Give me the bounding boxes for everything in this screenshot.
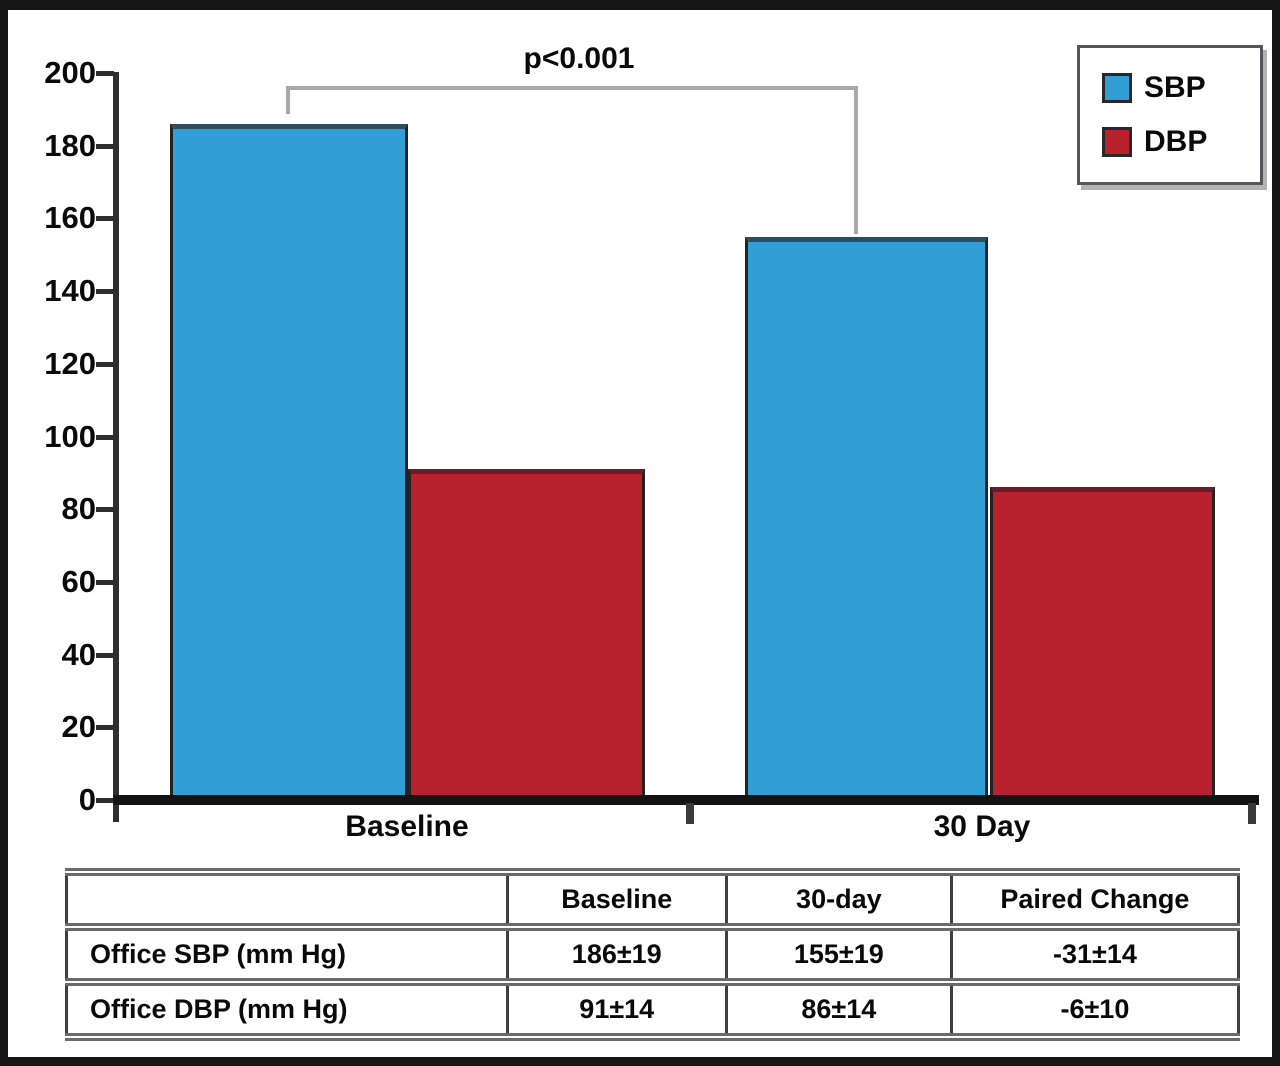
bar-sbp-30day <box>745 236 988 800</box>
table-value-cell: 91±14 <box>505 978 728 1041</box>
y-axis-tick-label: 140 <box>44 273 96 309</box>
x-axis-line <box>113 795 1259 805</box>
y-axis-tick-label: 60 <box>61 563 96 599</box>
category-label-30day: 30 Day <box>933 810 1031 843</box>
significance-bracket-left-leg <box>286 86 290 114</box>
y-axis-line <box>113 72 119 822</box>
y-axis-tick <box>96 579 114 585</box>
table-header-cell: Baseline <box>505 868 728 931</box>
y-axis-tick <box>96 361 114 367</box>
y-axis-tick <box>96 507 114 513</box>
table-row: Office SBP (mm Hg) 186±19 155±19 -31±14 <box>65 923 1241 986</box>
p-value-label: p<0.001 <box>523 42 635 75</box>
table-value-cell: 86±14 <box>724 978 953 1041</box>
legend: SBP DBP <box>1077 45 1263 185</box>
y-axis-tick <box>96 652 114 658</box>
bar-sbp-baseline <box>170 123 408 800</box>
legend-item-dbp: DBP <box>1102 125 1260 159</box>
table-value-cell: 186±19 <box>505 923 728 986</box>
bar-dbp-baseline <box>408 469 645 800</box>
y-axis-tick <box>96 71 114 76</box>
y-axis-tick <box>96 798 114 803</box>
y-axis-tick <box>96 725 114 731</box>
table-value-cell: -31±14 <box>949 923 1241 986</box>
table-value-cell: -6±10 <box>949 978 1241 1041</box>
y-axis-tick-label: 120 <box>44 345 96 381</box>
y-axis-tick-label: 20 <box>61 709 96 745</box>
summary-table-head: Baseline 30-day Paired Change <box>65 868 1241 931</box>
table-header-cell: Paired Change <box>949 868 1241 931</box>
y-axis-tick-label: 80 <box>61 491 96 527</box>
bar-dbp-30day <box>990 487 1215 800</box>
y-axis-tick <box>96 434 114 440</box>
legend-item-sbp: SBP <box>1102 70 1260 104</box>
y-axis-tick-label: 160 <box>44 200 96 236</box>
legend-label-dbp: DBP <box>1144 125 1208 159</box>
table-row-label: Office DBP (mm Hg) <box>65 978 509 1041</box>
y-axis-tick-label: 200 <box>44 55 96 90</box>
y-axis-tick-label: 40 <box>61 636 96 672</box>
summary-table-body: Office SBP (mm Hg) 186±19 155±19 -31±14 Offi… <box>65 923 1241 1041</box>
table-row-label: Office SBP (mm Hg) <box>65 923 509 986</box>
category-label-baseline: Baseline <box>345 810 469 843</box>
sbp-swatch-icon <box>1102 72 1132 103</box>
table-header-cell <box>65 868 509 931</box>
y-axis-tick-label: 100 <box>44 418 96 454</box>
summary-table: Baseline 30-day Paired Change Office SBP (… <box>65 868 1241 1041</box>
y-axis-tick-label: 0 <box>78 782 96 817</box>
x-axis-mid-tick <box>686 803 694 824</box>
table-value-cell: 155±19 <box>724 923 953 986</box>
table-row: Office DBP (mm Hg) 91±14 86±14 -6±10 <box>65 978 1241 1041</box>
x-axis-end-tick <box>1248 803 1256 824</box>
significance-bracket <box>286 86 858 90</box>
y-axis-tick <box>96 143 114 149</box>
y-axis-tick <box>96 216 114 222</box>
table-header-cell: 30-day <box>724 868 953 931</box>
significance-bracket-right-leg <box>854 86 858 234</box>
chart-area <box>118 73 1258 800</box>
dbp-swatch-icon <box>1102 127 1132 158</box>
legend-label-sbp: SBP <box>1144 70 1206 104</box>
y-axis-tick <box>96 289 114 295</box>
y-axis-tick-label: 180 <box>44 127 96 163</box>
